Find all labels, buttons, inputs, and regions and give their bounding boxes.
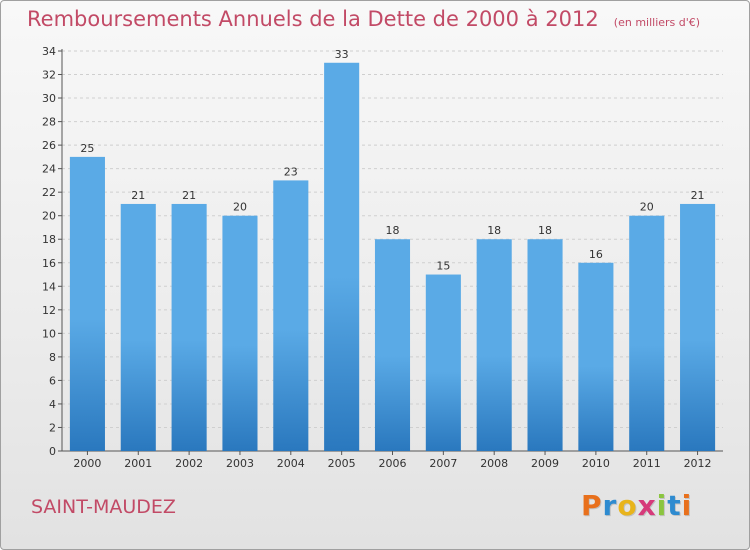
y-tick-label: 0 (49, 445, 56, 458)
logo-letter: x (637, 489, 657, 522)
x-tick-label: 2008 (480, 457, 508, 470)
data-label: 16 (589, 248, 603, 261)
y-tick-label: 18 (42, 233, 56, 246)
bar (374, 239, 411, 451)
y-tick-label: 10 (42, 327, 56, 340)
y-tick-label: 14 (42, 280, 56, 293)
y-tick-label: 34 (42, 45, 56, 58)
data-label: 15 (436, 260, 450, 273)
data-label: 18 (386, 224, 400, 237)
data-label: 25 (80, 142, 94, 155)
y-tick-label: 32 (42, 69, 56, 82)
data-label: 21 (182, 189, 196, 202)
data-label: 18 (538, 224, 552, 237)
bar (120, 203, 156, 451)
bar (69, 156, 105, 451)
y-tick-label: 22 (42, 186, 56, 199)
data-label: 20 (233, 201, 247, 214)
data-label: 21 (131, 189, 145, 202)
chart-title: Remboursements Annuels de la Dette de 20… (27, 7, 599, 31)
x-tick-label: 2000 (73, 457, 101, 470)
bar (273, 180, 309, 452)
logo-letter: o (617, 489, 638, 522)
bar (578, 262, 614, 451)
bar (324, 62, 360, 451)
bar (222, 215, 258, 451)
x-tick-label: 2010 (582, 457, 610, 470)
y-tick-label: 6 (49, 374, 56, 387)
commune-name: SAINT-MAUDEZ (31, 496, 176, 518)
y-tick-label: 24 (42, 163, 56, 176)
x-tick-label: 2009 (531, 457, 559, 470)
logo-letter: r (602, 489, 618, 522)
y-tick-label: 30 (42, 92, 56, 105)
bar (476, 239, 512, 451)
logo-letter: t (667, 489, 682, 522)
logo-letter: i (656, 489, 668, 522)
data-label: 23 (284, 165, 298, 178)
x-tick-label: 2012 (684, 457, 712, 470)
y-tick-label: 8 (49, 351, 56, 364)
x-tick-label: 2001 (124, 457, 152, 470)
chart-title-row: Remboursements Annuels de la Dette de 20… (27, 7, 700, 31)
x-tick-label: 2003 (226, 457, 254, 470)
y-tick-label: 12 (42, 304, 56, 317)
proxiti-logo: Proxiti (581, 489, 692, 522)
x-tick-label: 2006 (379, 457, 407, 470)
x-tick-label: 2007 (429, 457, 457, 470)
y-tick-label: 2 (49, 421, 56, 434)
logo-letter: i (681, 489, 693, 522)
x-tick-label: 2011 (633, 457, 661, 470)
x-tick-label: 2004 (277, 457, 305, 470)
data-label: 33 (335, 48, 349, 61)
bar (171, 203, 207, 451)
y-tick-label: 28 (42, 116, 56, 129)
data-label: 18 (487, 224, 501, 237)
y-tick-label: 4 (49, 398, 56, 411)
x-tick-label: 2005 (328, 457, 356, 470)
y-tick-label: 16 (42, 257, 56, 270)
y-tick-label: 26 (42, 139, 56, 152)
logo-letter: P (581, 489, 603, 522)
bar (425, 274, 461, 451)
x-tick-label: 2002 (175, 457, 203, 470)
data-label: 21 (691, 189, 705, 202)
unit-note: (en milliers d'€) (613, 16, 701, 29)
bar (629, 215, 665, 451)
data-label: 20 (640, 201, 654, 214)
bar (680, 203, 716, 451)
bar (527, 239, 563, 451)
y-tick-label: 20 (42, 210, 56, 223)
